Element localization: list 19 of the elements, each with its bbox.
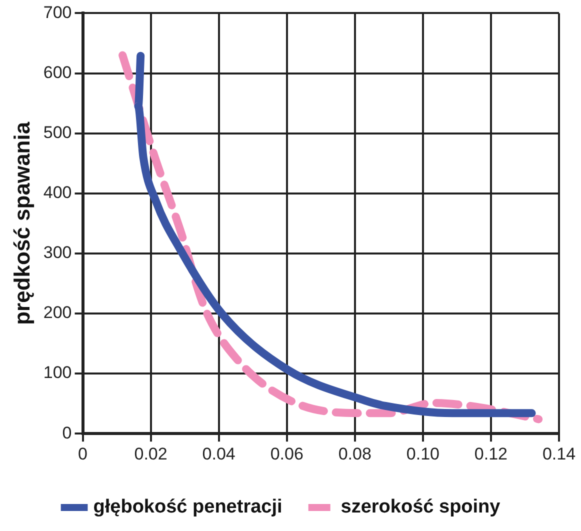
- legend-label: szerokość spoiny: [340, 496, 501, 518]
- x-tick-label: 0.02: [134, 444, 168, 464]
- x-tick-label: 0.04: [202, 444, 236, 464]
- y-tick-label: 200: [43, 303, 72, 322]
- y-tick-label: 0: [62, 423, 72, 442]
- x-tick-label: 0.12: [474, 444, 508, 464]
- y-tick-label: 400: [43, 183, 72, 202]
- y-tick-label: 700: [43, 2, 72, 22]
- x-tick-label: 0.08: [338, 444, 372, 464]
- legend-label: głębokość penetracji: [93, 496, 282, 518]
- x-tick-label: 0.06: [270, 444, 304, 464]
- y-tick-label: 300: [43, 243, 72, 262]
- x-tick-label: 0.10: [406, 444, 440, 464]
- y-tick-label: 500: [43, 123, 72, 142]
- y-axis-title: prędkość spawania: [9, 121, 34, 325]
- x-tick-label: 0.14: [542, 444, 576, 464]
- x-tick-label: 0: [78, 444, 88, 464]
- y-tick-label: 600: [43, 62, 72, 82]
- y-tick-label: 100: [43, 363, 72, 382]
